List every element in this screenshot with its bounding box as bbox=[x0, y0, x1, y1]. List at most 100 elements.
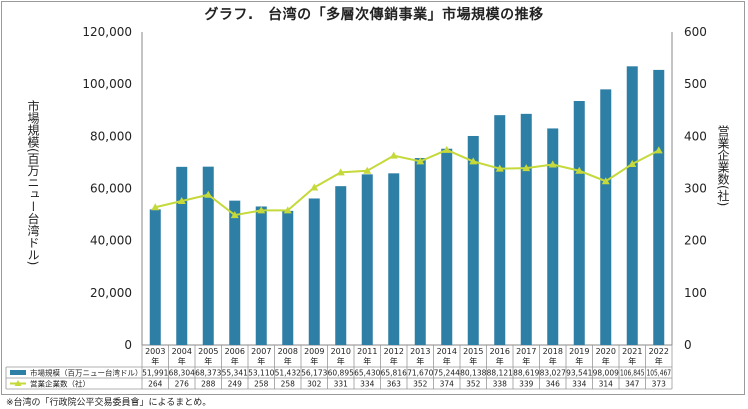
data-label-bar: 80,138 bbox=[460, 369, 486, 378]
x-tick-label: 2007 bbox=[251, 347, 271, 356]
x-tick-suffix: 年 bbox=[390, 356, 398, 366]
data-label-line: 374 bbox=[440, 380, 455, 389]
x-tick-suffix: 年 bbox=[443, 356, 451, 366]
y-tick-right: 0 bbox=[684, 338, 692, 352]
x-tick-suffix: 年 bbox=[363, 356, 371, 366]
bar bbox=[653, 69, 665, 345]
data-label-line: 258 bbox=[281, 380, 296, 389]
line-point bbox=[283, 206, 292, 214]
line-series bbox=[155, 148, 660, 217]
line-point bbox=[363, 166, 372, 174]
data-label-line: 363 bbox=[387, 380, 402, 389]
bar bbox=[573, 101, 585, 346]
y-tick-right: 600 bbox=[684, 25, 707, 39]
x-tick-suffix: 年 bbox=[178, 356, 186, 366]
y-tick-left: 0 bbox=[124, 338, 132, 352]
x-tick-suffix: 年 bbox=[416, 356, 424, 366]
line-point bbox=[628, 159, 637, 167]
data-label-line: 314 bbox=[599, 380, 614, 389]
data-label-bar: 51,432 bbox=[275, 369, 301, 378]
line-point bbox=[310, 183, 319, 191]
chart-frame bbox=[1, 1, 745, 395]
data-label-bar: 106,845 bbox=[620, 369, 645, 378]
bar bbox=[600, 89, 612, 345]
line-point bbox=[442, 145, 451, 153]
y-tick-left: 60,000 bbox=[90, 182, 132, 196]
x-tick-suffix: 年 bbox=[310, 356, 318, 366]
data-label-line: 302 bbox=[307, 380, 322, 389]
line-point bbox=[495, 164, 504, 172]
data-label-bar: 105,467 bbox=[647, 369, 672, 378]
x-tick-label: 2016 bbox=[490, 347, 510, 356]
x-tick-label: 2010 bbox=[331, 347, 351, 356]
data-label-bar: 56,173 bbox=[301, 369, 327, 378]
bar bbox=[308, 198, 320, 345]
x-tick-label: 2017 bbox=[516, 347, 536, 356]
x-tick-suffix: 年 bbox=[655, 356, 663, 366]
bar bbox=[335, 186, 347, 345]
data-label-line: 331 bbox=[334, 380, 349, 389]
x-tick-suffix: 年 bbox=[469, 356, 477, 366]
line-point bbox=[522, 164, 531, 172]
y-tick-left: 40,000 bbox=[90, 234, 132, 248]
x-tick-label: 2003 bbox=[145, 347, 165, 356]
x-tick-suffix: 年 bbox=[628, 356, 636, 366]
line-point bbox=[177, 197, 186, 205]
data-label-line: 276 bbox=[175, 380, 190, 389]
data-label-line: 346 bbox=[546, 380, 561, 389]
line-point bbox=[389, 151, 398, 159]
data-label-bar: 68,373 bbox=[195, 369, 221, 378]
x-tick-label: 2013 bbox=[410, 347, 430, 356]
data-label-line: 288 bbox=[201, 380, 216, 389]
x-tick-label: 2021 bbox=[622, 347, 642, 356]
data-label-bar: 71,670 bbox=[407, 369, 433, 378]
data-label-line: 249 bbox=[228, 380, 243, 389]
x-tick-label: 2009 bbox=[304, 347, 324, 356]
y-tick-left: 120,000 bbox=[82, 25, 132, 39]
data-label-bar: 53,110 bbox=[248, 369, 274, 378]
bar bbox=[494, 115, 506, 345]
y-tick-right: 400 bbox=[684, 129, 707, 143]
bar bbox=[282, 210, 294, 345]
legend-label-line: 営業企業数（社） bbox=[30, 379, 90, 389]
x-tick-label: 2012 bbox=[384, 347, 404, 356]
x-tick-suffix: 年 bbox=[522, 356, 530, 366]
line-point bbox=[469, 157, 478, 165]
x-tick-suffix: 年 bbox=[549, 356, 557, 366]
bar bbox=[229, 200, 241, 345]
legend-swatch-bar bbox=[10, 370, 26, 375]
y-tick-right: 300 bbox=[684, 182, 707, 196]
x-tick-label: 2006 bbox=[225, 347, 245, 356]
y-tick-left: 80,000 bbox=[90, 129, 132, 143]
bar bbox=[467, 135, 479, 345]
data-label-bar: 68,304 bbox=[169, 369, 195, 378]
data-label-line: 347 bbox=[625, 380, 640, 389]
x-tick-label: 2020 bbox=[596, 347, 616, 356]
line-point bbox=[230, 211, 239, 219]
y-tick-left: 20,000 bbox=[90, 286, 132, 300]
line-point bbox=[151, 203, 160, 211]
x-tick-label: 2022 bbox=[649, 347, 669, 356]
x-tick-label: 2019 bbox=[569, 347, 589, 356]
legend-swatch-marker bbox=[14, 380, 22, 386]
bar bbox=[388, 173, 400, 345]
data-label-line: 339 bbox=[519, 380, 534, 389]
data-label-bar: 83,027 bbox=[540, 369, 566, 378]
y-tick-right: 100 bbox=[684, 286, 707, 300]
x-tick-label: 2018 bbox=[543, 347, 563, 356]
chart-title: グラフ. 台湾の「多層次傳銷事業」市場規模の推移 bbox=[204, 7, 544, 23]
bar bbox=[149, 209, 161, 345]
line-point bbox=[336, 168, 345, 176]
x-tick-suffix: 年 bbox=[151, 356, 159, 366]
y-tick-right: 500 bbox=[684, 77, 707, 91]
y-axis-left-label: 市場規模(百万ニュー台湾ドル) bbox=[26, 100, 40, 266]
x-tick-label: 2011 bbox=[357, 347, 377, 356]
data-label-bar: 75,244 bbox=[434, 369, 460, 378]
bar bbox=[176, 166, 188, 345]
bar bbox=[441, 148, 453, 345]
x-tick-suffix: 年 bbox=[575, 356, 583, 366]
data-label-line: 264 bbox=[148, 380, 163, 389]
line-point bbox=[601, 177, 610, 185]
source-note: ※台湾の「行政院公平交易委員會」によるまとめ。 bbox=[6, 398, 212, 408]
